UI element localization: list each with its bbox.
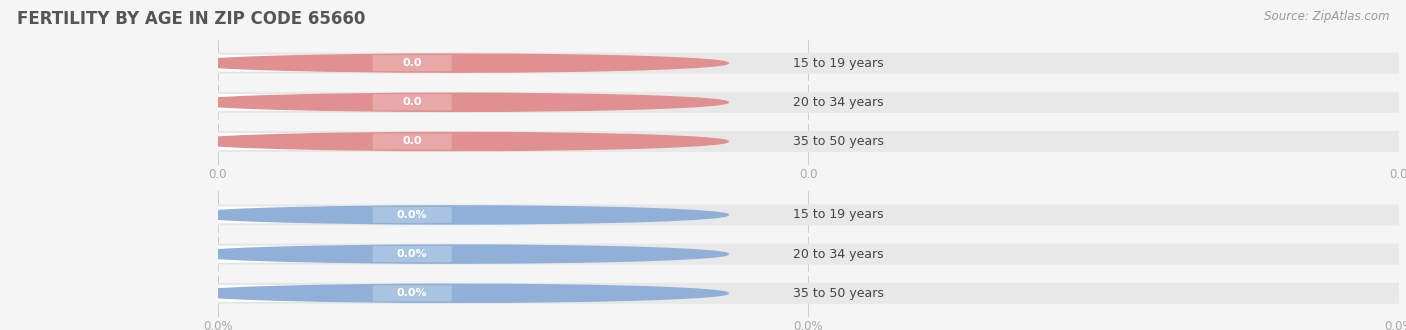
FancyBboxPatch shape (208, 131, 1406, 152)
Text: Source: ZipAtlas.com: Source: ZipAtlas.com (1264, 10, 1389, 23)
FancyBboxPatch shape (208, 283, 1406, 304)
Circle shape (183, 54, 728, 72)
FancyBboxPatch shape (208, 92, 1406, 113)
FancyBboxPatch shape (212, 133, 451, 150)
Text: 20 to 34 years: 20 to 34 years (793, 248, 884, 261)
FancyBboxPatch shape (373, 94, 451, 110)
FancyBboxPatch shape (212, 245, 451, 263)
Text: 15 to 19 years: 15 to 19 years (793, 209, 884, 221)
Text: 35 to 50 years: 35 to 50 years (793, 135, 884, 148)
Text: FERTILITY BY AGE IN ZIP CODE 65660: FERTILITY BY AGE IN ZIP CODE 65660 (17, 10, 366, 28)
FancyBboxPatch shape (212, 284, 451, 302)
FancyBboxPatch shape (373, 285, 451, 301)
Circle shape (183, 245, 728, 263)
Text: 0.0%: 0.0% (396, 249, 427, 259)
FancyBboxPatch shape (208, 52, 1406, 74)
Circle shape (183, 206, 728, 224)
FancyBboxPatch shape (373, 207, 451, 223)
Text: 35 to 50 years: 35 to 50 years (793, 287, 884, 300)
Text: 0.0%: 0.0% (396, 288, 427, 298)
Circle shape (183, 132, 728, 150)
FancyBboxPatch shape (373, 55, 451, 71)
Text: 20 to 34 years: 20 to 34 years (793, 96, 884, 109)
FancyBboxPatch shape (212, 54, 451, 72)
Text: 0.0: 0.0 (402, 58, 422, 68)
FancyBboxPatch shape (208, 244, 1406, 265)
Text: 0.0%: 0.0% (396, 210, 427, 220)
Text: 0.0: 0.0 (402, 137, 422, 147)
Text: 0.0: 0.0 (402, 97, 422, 107)
FancyBboxPatch shape (212, 93, 451, 111)
FancyBboxPatch shape (208, 204, 1406, 225)
Text: 15 to 19 years: 15 to 19 years (793, 57, 884, 70)
FancyBboxPatch shape (212, 206, 451, 224)
Circle shape (183, 284, 728, 302)
FancyBboxPatch shape (373, 133, 451, 149)
Circle shape (183, 93, 728, 111)
FancyBboxPatch shape (373, 246, 451, 262)
